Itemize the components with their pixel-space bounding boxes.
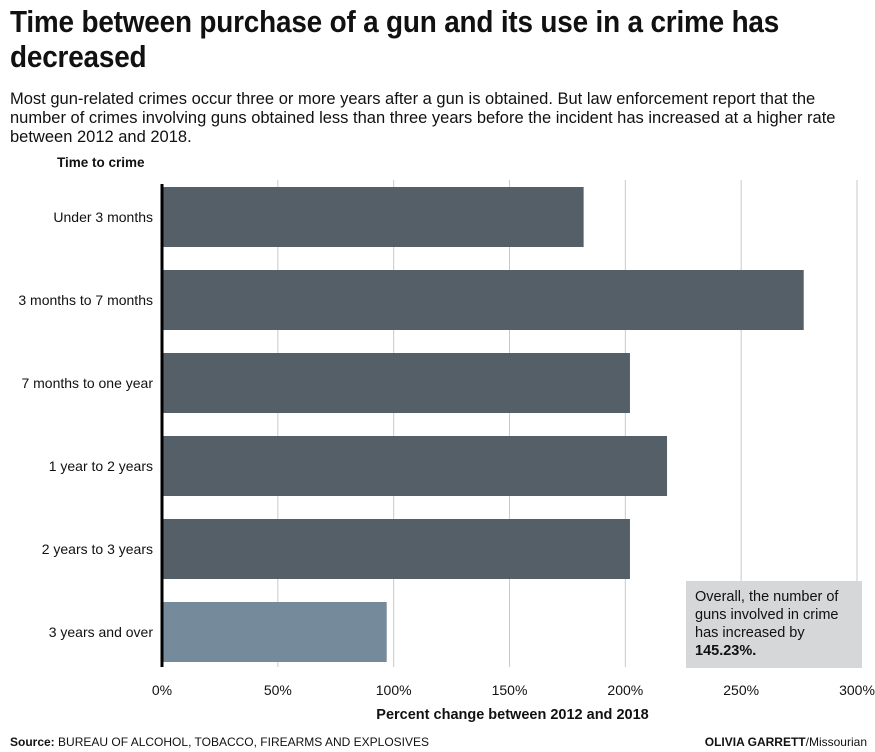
x-tick-label: 200% — [607, 682, 643, 698]
x-axis-title: Percent change between 2012 and 2018 — [376, 707, 649, 723]
credit-line: OLIVIA GARRETT/Missourian — [705, 735, 867, 749]
gridlines — [277, 180, 858, 667]
x-tick-label: 50% — [264, 682, 292, 698]
category-label: 3 months to 7 months — [18, 292, 153, 308]
summary-callout: Overall, the number of guns involved in … — [686, 581, 862, 668]
callout-value: 145.23 — [695, 643, 740, 659]
bars — [162, 187, 804, 662]
source-note: Source: BUREAU OF ALCOHOL, TOBACCO, FIRE… — [10, 735, 429, 749]
callout-text: Overall, the number of guns involved in … — [695, 589, 839, 641]
x-tick-label: 150% — [492, 682, 528, 698]
source-label: Source: — [10, 735, 55, 749]
bar — [162, 353, 630, 413]
credit-org: /Missourian — [805, 735, 867, 749]
category-label: 3 years and over — [49, 624, 154, 640]
callout-suffix: %. — [739, 643, 757, 659]
chart-subtitle: Most gun-related crimes occur three or m… — [10, 90, 836, 146]
bar — [162, 602, 387, 662]
bar — [162, 436, 668, 496]
bar-chart: Under 3 months 3 months to 7 months 7 mont… — [18, 180, 875, 698]
category-label: 1 year to 2 years — [49, 458, 153, 474]
category-label: Under 3 months — [53, 209, 153, 225]
credit-name: OLIVIA GARRETT — [704, 735, 806, 749]
category-label: 7 months to one year — [21, 375, 153, 391]
x-tick-label: 0% — [152, 682, 172, 698]
x-tick-label: 250% — [723, 682, 759, 698]
category-label: 2 years to 3 years — [42, 541, 153, 557]
chart-title: Time between purchase of a gun and its u… — [10, 4, 780, 74]
source-text: BUREAU OF ALCOHOL, TOBACCO, FIREARMS AND… — [58, 735, 430, 749]
category-labels: Under 3 months 3 months to 7 months 7 mont… — [18, 209, 153, 640]
bar — [162, 270, 804, 330]
bar — [162, 519, 630, 579]
bar — [162, 187, 584, 247]
x-tick-label: 300% — [839, 682, 875, 698]
x-tick-label: 100% — [376, 682, 412, 698]
y-axis-title: Time to crime — [57, 155, 145, 170]
x-tick-labels: 0% 50% 100% 150% 200% 250% 300% — [152, 682, 875, 698]
